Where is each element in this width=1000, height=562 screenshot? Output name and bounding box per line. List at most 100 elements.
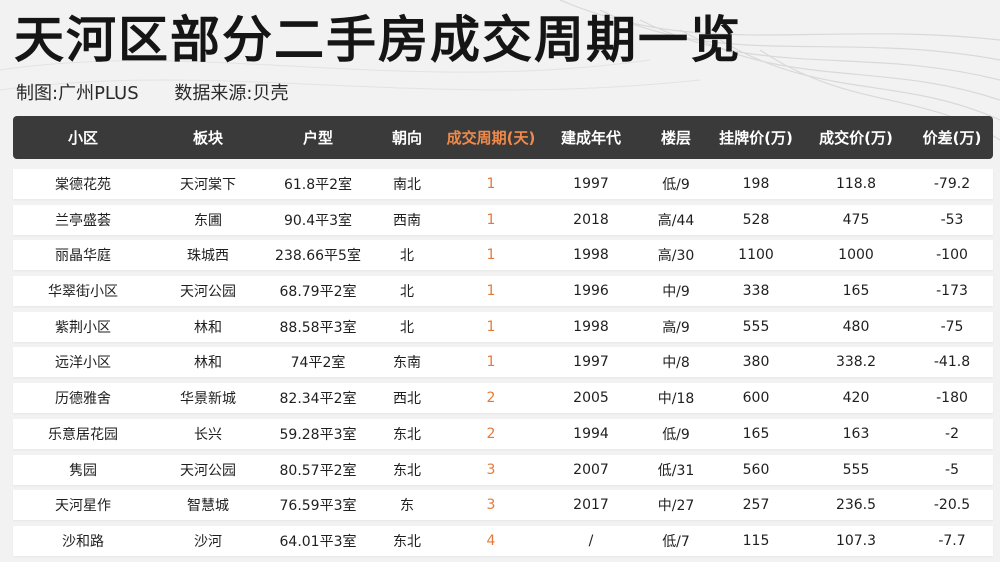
built-year-cell: 1997 [573, 176, 609, 192]
table-body: 棠德花苑 天河棠下 61.8平2室 南北 1 1997 低/9 198 118.8 -79.2 兰亭… [13, 169, 993, 556]
list-price-cell: 555 [742, 318, 770, 335]
district-cell: 珠城西 [187, 248, 229, 265]
district-cell: 天河公园 [180, 284, 236, 301]
header-list-price: 挂牌价(万) [719, 129, 793, 147]
deal-price-cell: 118.8 [835, 176, 877, 192]
table-row: 沙和路 沙河 64.01平3室 东北 4 / 低/7 115 107.3 -7.7 [13, 525, 993, 556]
table-row: 远洋小区 林和 74平2室 东南 1 1997 中/8 380 338.2 -41.8 [13, 347, 993, 378]
list-price-cell: 1100 [738, 247, 774, 264]
deal-price-cell: 1000 [838, 247, 874, 264]
floor-cell: 高/30 [657, 248, 695, 265]
price-diff-cell: -180 [936, 390, 968, 407]
deal-price-cell: 480 [842, 318, 870, 335]
transaction-table: 小区 板块 户型 朝向 成交周期(天) 建成年代 楼层 挂牌价(万) 成交价(万) 价差(万) 棠… [13, 116, 993, 562]
district-cell: 智慧城 [187, 498, 229, 515]
district-cell: 林和 [194, 319, 222, 336]
layout-cell: 88.58平3室 [279, 319, 357, 336]
district-cell: 天河棠下 [180, 177, 236, 193]
floor-cell: 高/44 [657, 212, 695, 229]
header-layout: 户型 [302, 129, 333, 147]
deal-cycle-cell: 2 [486, 425, 496, 442]
list-price-cell: 257 [742, 497, 770, 514]
list-price-cell: 528 [742, 211, 770, 228]
deal-cycle-cell: 1 [486, 318, 496, 335]
built-year-cell: 2005 [573, 390, 609, 407]
deal-cycle-cell: 1 [486, 176, 496, 192]
header-price-diff: 价差(万) [922, 129, 982, 147]
page-title: 天河区部分二手房成交周期一览 [14, 11, 742, 69]
built-year-cell: / [588, 532, 594, 549]
built-year-cell: 2007 [573, 461, 609, 478]
floor-cell: 中/8 [662, 355, 690, 372]
price-diff-cell: -2 [945, 425, 959, 442]
deal-cycle-cell: 3 [486, 497, 496, 514]
orientation-cell: 东南 [393, 355, 421, 372]
price-diff-cell: -173 [936, 283, 968, 300]
district-cell: 天河公园 [180, 462, 236, 479]
table-row: 乐意居花园 长兴 59.28平3室 东北 2 1994 低/9 165 163 -2 [13, 418, 993, 449]
floor-cell: 低/9 [662, 426, 690, 443]
header-district: 板块 [192, 129, 223, 147]
built-year-cell: 1998 [573, 247, 609, 264]
table-row: 丽晶华庭 珠城西 238.66平5室 北 1 1998 高/30 1100 1000 -100 [13, 240, 993, 271]
deal-price-cell: 475 [842, 211, 870, 228]
orientation-cell: 西南 [393, 212, 421, 229]
built-year-cell: 2018 [573, 211, 609, 228]
district-cell: 林和 [194, 355, 222, 372]
district-cell: 长兴 [194, 426, 222, 443]
table-row: 紫荆小区 林和 88.58平3室 北 1 1998 高/9 555 480 -75 [13, 311, 993, 342]
community-cell: 历德雅舍 [55, 391, 111, 408]
header-floor: 楼层 [660, 129, 691, 147]
table-row: 历德雅舍 华景新城 82.34平2室 西北 2 2005 中/18 600 420 -180 [13, 383, 993, 414]
orientation-cell: 西北 [393, 391, 421, 408]
table-row: 棠德花苑 天河棠下 61.8平2室 南北 1 1997 低/9 198 118.8 -79.2 [13, 169, 993, 199]
orientation-cell: 东北 [393, 462, 421, 479]
credit-made-by: 制图:广州PLUS [16, 83, 139, 104]
deal-cycle-cell: 2 [486, 390, 496, 407]
community-cell: 丽晶华庭 [55, 248, 111, 265]
layout-cell: 64.01平3室 [279, 533, 357, 550]
deal-price-cell: 338.2 [835, 354, 877, 371]
table-header: 小区 板块 户型 朝向 成交周期(天) 建成年代 楼层 挂牌价(万) 成交价(万) 价差(万) [13, 116, 993, 159]
community-cell: 棠德花苑 [55, 177, 111, 193]
layout-cell: 90.4平3室 [283, 212, 353, 229]
built-year-cell: 1997 [573, 354, 609, 371]
community-cell: 华翠街小区 [48, 284, 118, 301]
list-price-cell: 165 [742, 425, 770, 442]
list-price-cell: 198 [742, 176, 770, 192]
layout-cell: 68.79平2室 [279, 284, 357, 301]
deal-price-cell: 236.5 [835, 497, 877, 514]
layout-cell: 74平2室 [290, 355, 346, 372]
district-cell: 华景新城 [180, 391, 236, 408]
header-orientation: 朝向 [391, 129, 422, 147]
floor-cell: 中/9 [662, 284, 690, 301]
layout-cell: 76.59平3室 [279, 498, 357, 515]
table-row: 兰亭盛荟 东圃 90.4平3室 西南 1 2018 高/44 528 475 -53 [13, 204, 993, 235]
credit-data-source: 数据来源:贝壳 [174, 83, 289, 104]
deal-price-cell: 165 [842, 283, 870, 300]
floor-cell: 高/9 [662, 319, 690, 336]
layout-cell: 238.66平5室 [275, 248, 361, 265]
deal-cycle-cell: 1 [486, 247, 496, 264]
district-cell: 东圃 [194, 212, 222, 229]
built-year-cell: 1998 [573, 318, 609, 335]
deal-cycle-cell: 1 [486, 354, 496, 371]
price-diff-cell: -41.8 [933, 354, 971, 371]
floor-cell: 低/7 [662, 533, 690, 550]
price-diff-cell: -20.5 [933, 497, 971, 514]
orientation-cell: 北 [400, 319, 414, 336]
layout-cell: 82.34平2室 [279, 391, 357, 408]
deal-price-cell: 420 [842, 390, 870, 407]
deal-cycle-cell: 1 [486, 283, 496, 300]
community-cell: 兰亭盛荟 [55, 212, 111, 229]
orientation-cell: 北 [400, 284, 414, 301]
list-price-cell: 338 [742, 283, 770, 300]
floor-cell: 中/27 [657, 498, 695, 515]
list-price-cell: 560 [742, 461, 770, 478]
floor-cell: 中/18 [657, 391, 695, 408]
list-price-cell: 380 [742, 354, 770, 371]
table-row: 隽园 天河公园 80.57平2室 东北 3 2007 低/31 560 555 -5 [13, 454, 993, 485]
orientation-cell: 东 [400, 498, 414, 515]
price-diff-cell: -53 [940, 211, 964, 228]
floor-cell: 低/31 [657, 462, 695, 479]
